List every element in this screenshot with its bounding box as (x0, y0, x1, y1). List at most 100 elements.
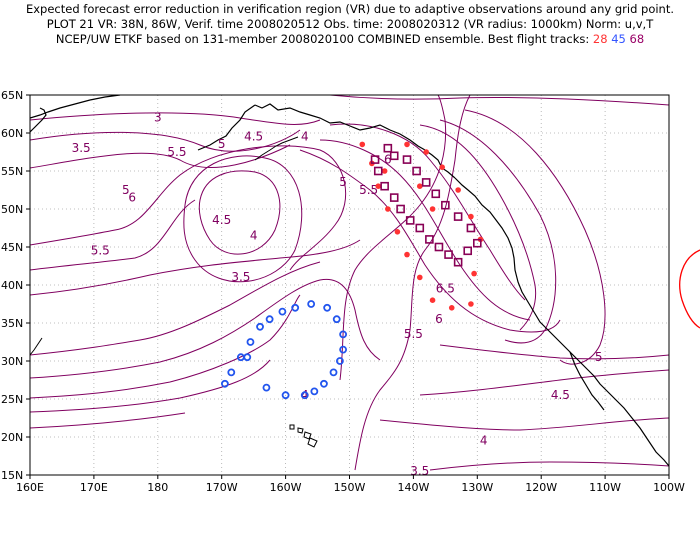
y-tick-label: 50N (1, 203, 23, 216)
contour-label: 4 (301, 130, 309, 144)
contour-label: 5 (595, 350, 603, 364)
blue-track-point (243, 353, 252, 362)
coastline-alaska-west (197, 104, 256, 151)
coastline-asia (30, 95, 121, 119)
purple-track-point (444, 250, 453, 259)
coastline-japan (30, 337, 43, 356)
contour-line (30, 359, 271, 413)
contour-label: 5.5 (404, 327, 423, 341)
contour-line (329, 95, 669, 106)
red-track-point (423, 149, 429, 155)
hawaii-islands (289, 424, 318, 448)
coastline-baja (569, 351, 605, 411)
red-track-point (471, 270, 477, 277)
purple-track-point (402, 155, 412, 164)
contour-label: 5 (122, 183, 130, 197)
coastline-aleutians (254, 136, 299, 161)
x-tick-label: 160W (270, 481, 302, 494)
purple-track-point (412, 166, 421, 176)
x-tick-label: 170W (206, 481, 238, 494)
purple-track-point (434, 242, 444, 252)
grid-lines (30, 95, 669, 475)
blue-track-point (220, 379, 229, 388)
flight-tracks (220, 141, 484, 400)
y-tick-label: 55N (1, 165, 23, 178)
red-track-point (404, 141, 410, 148)
red-track-point (416, 274, 423, 281)
blue-track-point (256, 322, 264, 331)
red-track-point (429, 206, 436, 212)
contour-line (30, 199, 196, 271)
contour-label: 5 (218, 137, 226, 151)
x-tick-label: 140W (397, 481, 429, 494)
contour-label: 4.5 (212, 213, 231, 227)
red-track-point (394, 229, 401, 235)
blue-track-point (281, 391, 290, 400)
red-track-point (385, 206, 391, 212)
contour-line (379, 417, 669, 431)
contour-line (198, 170, 281, 255)
track-red-label: 28 (592, 32, 608, 46)
blue-track-point (339, 330, 348, 339)
title-line-3-prefix: NCEP/UW ETKF based on 131-member 2008020… (55, 32, 590, 46)
y-tick-label: 45N (1, 241, 23, 254)
blue-track-point (265, 315, 274, 324)
purple-track-point (405, 216, 415, 225)
contour-line (30, 261, 321, 356)
red-track-point (439, 164, 445, 170)
blue-track-point (320, 379, 328, 388)
contour-line (30, 412, 186, 429)
contour-label: 5.5 (91, 244, 110, 258)
contour-label: 5.5 (167, 145, 186, 159)
red-track-point (416, 183, 423, 189)
title-line-1: Expected forecast error reduction in ver… (25, 2, 675, 16)
blue-track-point (300, 391, 309, 400)
x-tick-label: 120W (525, 481, 557, 494)
purple-track-point (453, 257, 463, 267)
red-track-point (359, 141, 366, 148)
coastline-bc (454, 177, 535, 313)
purple-track-point (441, 200, 450, 210)
axis-ticks: 160E 170E 180 170W 160W 150W 140W 130W 120W 110W 1… (1, 89, 685, 494)
contour-field (30, 95, 669, 471)
contour-line (30, 129, 301, 152)
purple-track-point (370, 155, 380, 164)
coastline-california (533, 311, 669, 467)
contour-line (30, 112, 321, 125)
contour-line (419, 369, 669, 396)
contour-label: 5 (339, 175, 347, 189)
red-track-point (448, 305, 455, 311)
contour-line (30, 145, 347, 271)
purple-track-point (431, 189, 441, 199)
y-tick-label: 15N (1, 469, 23, 482)
verification-region-circle (679, 249, 700, 329)
contour-label: 4 (480, 434, 488, 448)
x-tick-label: 150W (334, 481, 366, 494)
red-track-point (468, 213, 474, 220)
contour-label: 6 (384, 152, 392, 166)
purple-track-point (463, 246, 473, 256)
contour-label: 3.5 (231, 270, 250, 284)
contour-label: 3 (154, 111, 162, 125)
purple-track-point (373, 166, 383, 176)
contour-line (339, 95, 447, 381)
y-tick-label: 20N (1, 431, 23, 444)
red-track-point (404, 251, 410, 258)
coastline-kamchatka (30, 107, 47, 133)
x-tick-label: 100W (653, 481, 685, 494)
contour-line (329, 123, 526, 301)
contour-line (439, 119, 557, 344)
blue-track-point (262, 383, 271, 392)
contour-line (183, 155, 303, 283)
contour-line (419, 124, 537, 331)
y-tick-label: 25N (1, 393, 23, 406)
contour-label: 4 (301, 388, 309, 402)
track-blue-label: 45 (611, 32, 626, 46)
purple-track-point (389, 193, 399, 202)
x-tick-label: 160E (16, 481, 44, 494)
purple-track-point (415, 223, 425, 233)
contour-line (30, 278, 381, 379)
x-tick-label: 130W (461, 481, 493, 494)
contour-line (354, 95, 471, 471)
